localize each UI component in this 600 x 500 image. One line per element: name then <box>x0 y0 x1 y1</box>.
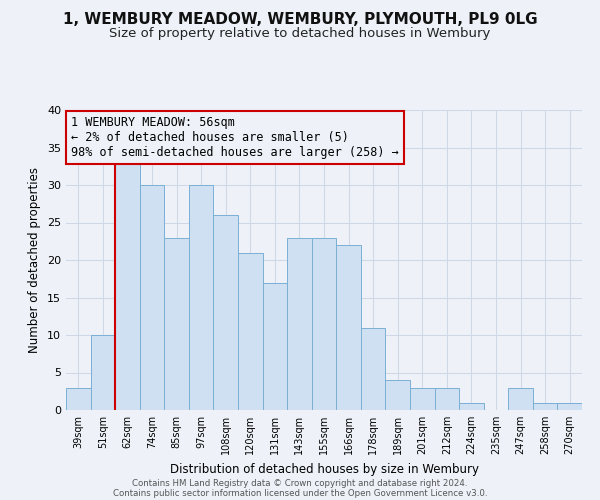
Bar <box>410 388 434 410</box>
Bar <box>263 282 287 410</box>
Bar <box>557 402 582 410</box>
Bar <box>189 185 214 410</box>
Bar <box>336 245 361 410</box>
Bar <box>164 238 189 410</box>
Bar <box>238 252 263 410</box>
Y-axis label: Number of detached properties: Number of detached properties <box>28 167 41 353</box>
Bar <box>508 388 533 410</box>
Bar <box>385 380 410 410</box>
X-axis label: Distribution of detached houses by size in Wembury: Distribution of detached houses by size … <box>170 462 479 475</box>
Bar <box>140 185 164 410</box>
Bar <box>91 335 115 410</box>
Bar <box>66 388 91 410</box>
Bar <box>361 328 385 410</box>
Bar <box>287 238 312 410</box>
Bar <box>533 402 557 410</box>
Text: 1, WEMBURY MEADOW, WEMBURY, PLYMOUTH, PL9 0LG: 1, WEMBURY MEADOW, WEMBURY, PLYMOUTH, PL… <box>62 12 538 28</box>
Text: Size of property relative to detached houses in Wembury: Size of property relative to detached ho… <box>109 28 491 40</box>
Text: Contains public sector information licensed under the Open Government Licence v3: Contains public sector information licen… <box>113 488 487 498</box>
Bar <box>312 238 336 410</box>
Bar <box>214 215 238 410</box>
Text: Contains HM Land Registry data © Crown copyright and database right 2024.: Contains HM Land Registry data © Crown c… <box>132 478 468 488</box>
Bar <box>434 388 459 410</box>
Bar <box>115 162 140 410</box>
Bar <box>459 402 484 410</box>
Text: 1 WEMBURY MEADOW: 56sqm
← 2% of detached houses are smaller (5)
98% of semi-deta: 1 WEMBURY MEADOW: 56sqm ← 2% of detached… <box>71 116 399 159</box>
